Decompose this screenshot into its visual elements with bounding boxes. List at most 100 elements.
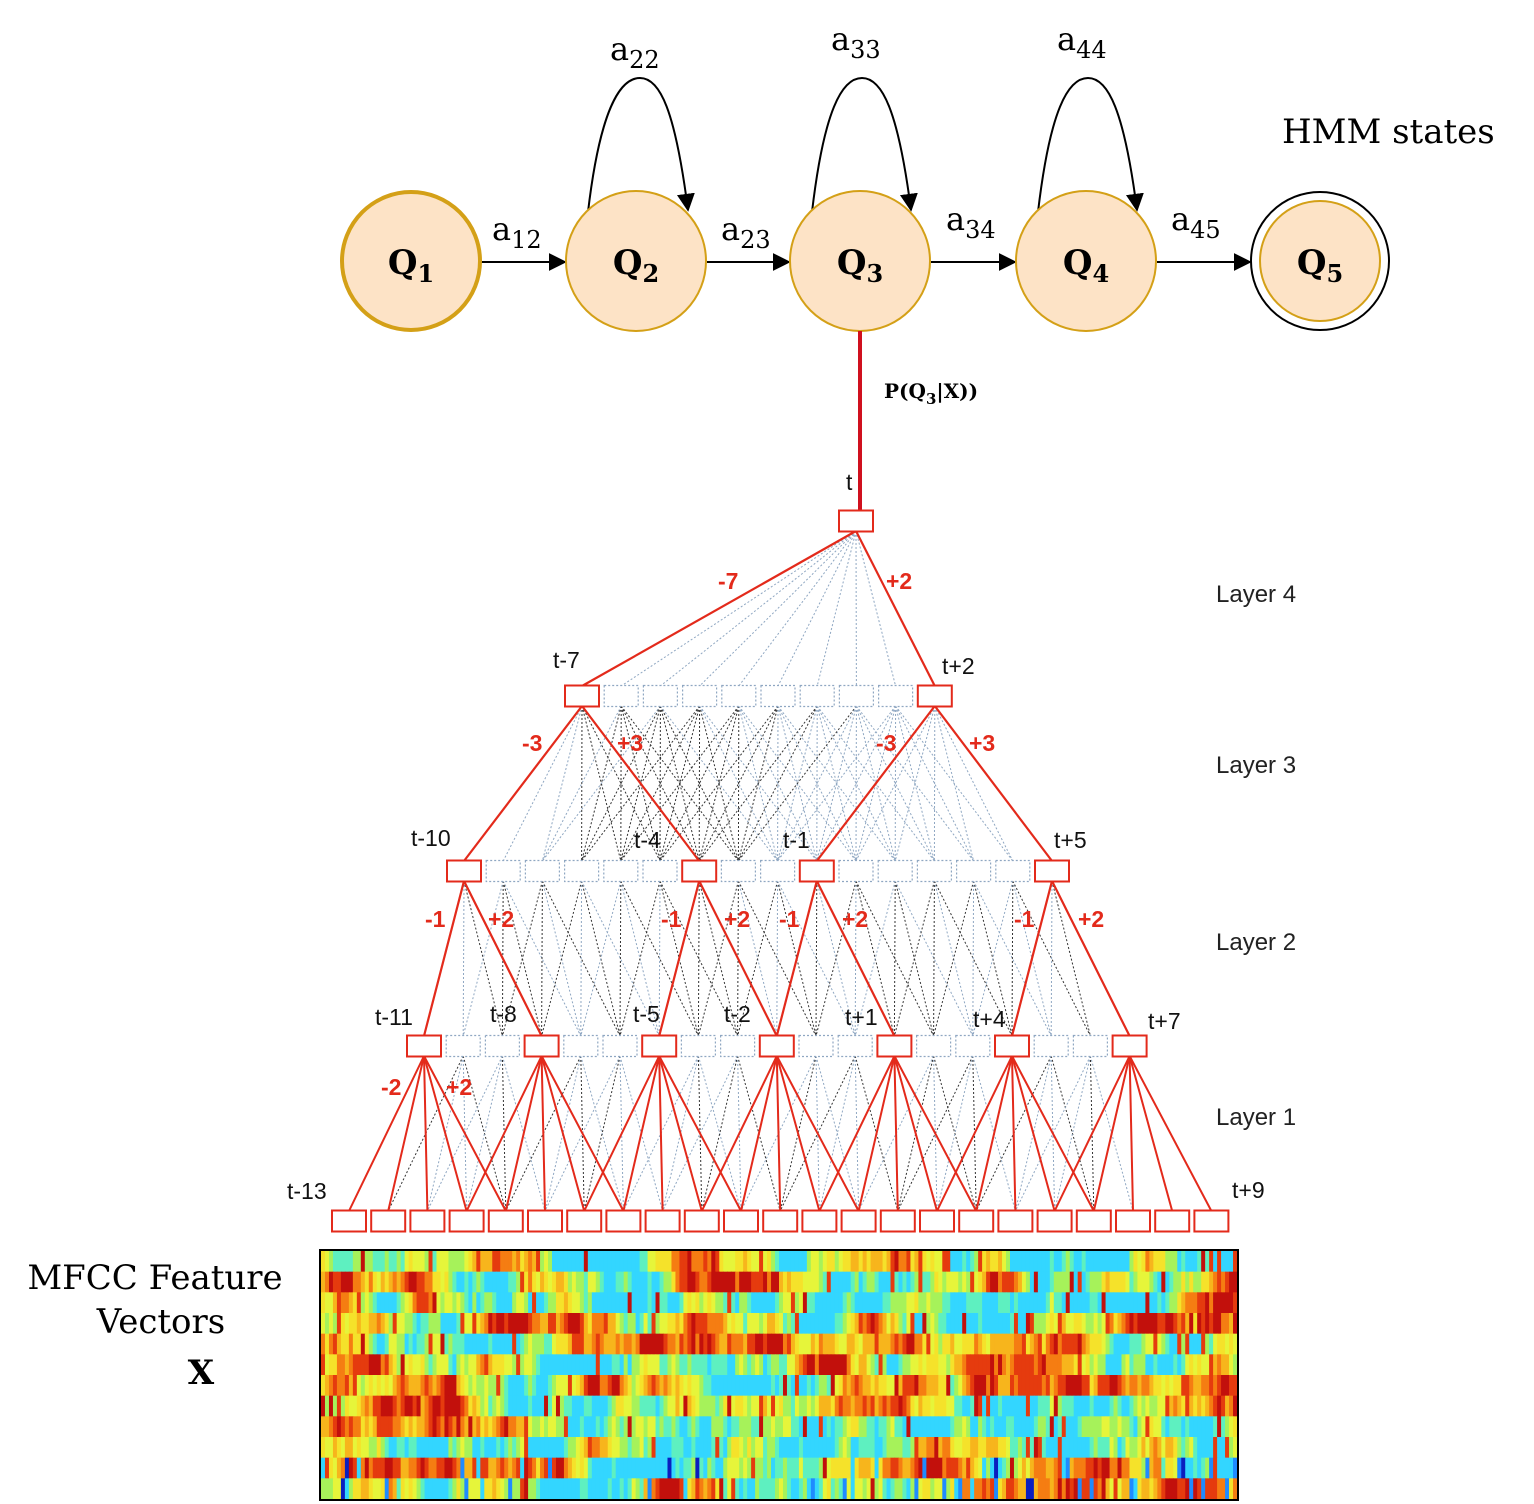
posterior-label: P(Q3|X)) [884,379,978,408]
edge-active [504,1055,543,1212]
edge-bg [856,705,974,862]
edge-bg [659,880,739,1037]
edge-bg [738,530,857,687]
edge-bg [855,880,895,1037]
edge-bg [895,705,975,862]
svg-text:Q4: Q4 [1063,243,1109,288]
edge-bg [698,705,740,862]
layer2-input-node [876,1034,913,1058]
input-frame-node [1036,1209,1073,1233]
layer3-input-node [485,859,521,883]
edge-bg [855,705,897,862]
hmm-states-caption: HMM states [1282,112,1495,152]
edge-active [622,1055,661,1212]
edge-bg [777,880,856,1037]
edge-bg [659,705,779,862]
node-label-t-13: t-13 [287,1178,327,1204]
input-frame-node [997,1209,1034,1233]
edge-active [775,1055,782,1212]
edge-bg [975,1055,1052,1212]
edge-bg [462,880,504,1037]
edge-bg [658,880,661,1037]
input-frame-node [644,1209,681,1233]
edge-bg [620,705,700,862]
edge-bg [620,880,660,1037]
output-node [838,509,874,533]
edge-bg [502,705,583,862]
edge-bg [620,880,699,1037]
layer2-input-node [406,1034,442,1058]
offset-label-l3-1: -3 [522,730,542,756]
hmm-chain: Q1 Q2 Q3 Q4 Q5 a12 a23 a34 a45 a22 a33 a… [340,20,1495,332]
edge-bg [580,1055,624,1212]
offset-label-l4-left: -7 [718,568,738,594]
input-frame-node [723,1209,759,1233]
layer2-input-node [994,1034,1030,1058]
mfcc-heatmap-frame [319,1249,1239,1501]
layer3-input-node [720,859,757,883]
edge-bg [1050,880,1053,1037]
edge-bg [387,1055,464,1212]
mfcc-caption-line1: MFCC Feature [27,1258,282,1298]
offset-label-l4-right: +2 [886,568,912,594]
state-q3: Q3 [789,190,931,332]
edge-bg [502,880,582,1037]
offset-label-l3-2: +3 [617,730,643,756]
transition-label-23: a23 [721,210,771,254]
node-label-t-2: t-2 [724,1001,751,1027]
edge-bg [659,705,700,862]
edge-bg [737,880,778,1037]
node-label-t+5: t+5 [1054,827,1087,853]
edge-active [1092,1055,1131,1212]
edge-bg [740,1055,817,1212]
edge-active [348,1055,425,1212]
offset-label-l2-5: -1 [779,906,800,932]
svg-text:Q2: Q2 [613,243,659,288]
edge-active [700,1055,778,1212]
edge-bg [816,705,896,862]
edge-active [581,530,857,687]
input-frame-node [487,1209,524,1233]
node-label-t-8: t-8 [490,1001,517,1027]
input-frame-node [566,1209,603,1233]
edge-bg [426,1055,503,1212]
node-label-t-10: t-10 [411,825,451,851]
edge-bg [462,880,465,1037]
self-loop-q2 [587,76,695,213]
edge-bg [894,705,936,862]
layer-label-1: Layer 1 [1216,1104,1296,1131]
edge-bg [777,880,817,1037]
node-label-t+9: t+9 [1232,1177,1265,1203]
edge-bg [779,1055,817,1212]
edge-bg [620,705,661,862]
layer2-input-node [641,1034,678,1058]
input-frame-node [1115,1209,1151,1233]
transition-label-34: a34 [946,200,996,244]
edge-active [658,1055,703,1212]
edge-active [933,705,1053,862]
edge-active [581,705,701,862]
tdnn-node-labels: t t-7 t+2 t-10 t-4 t-1 t+5 t-11 t-8 t-5 … [287,469,1265,1204]
edge-bg [698,880,739,1037]
edge-bg [933,880,935,1037]
edge-bg [620,705,740,862]
offset-label-l2-7: -1 [1014,906,1035,932]
feature-symbol-x: X [188,1353,215,1393]
edge-bg [426,1055,464,1212]
edge-bg [1011,880,1014,1037]
edge-bg [541,705,622,862]
edge-bg [933,1055,977,1212]
self-loop-label-44: a44 [1057,20,1107,64]
node-label-t+2: t+2 [942,653,975,679]
edge-bg [660,530,857,687]
input-frame-node [683,1209,720,1233]
edge-bg [936,1055,974,1212]
edge-active [1051,880,1131,1037]
edge-bg [738,705,818,862]
edge-active [1010,880,1054,1037]
layer2-input-node [1111,1034,1148,1058]
layer3-input-node [955,859,992,883]
edge-active [815,705,936,862]
layer2-input-node [798,1034,834,1058]
edge-bg [502,880,543,1037]
